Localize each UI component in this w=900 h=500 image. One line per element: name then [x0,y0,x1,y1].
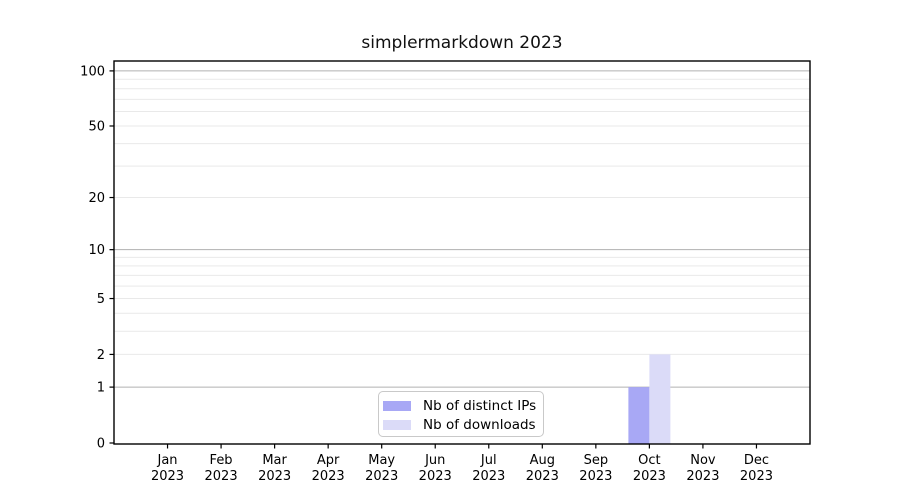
legend-item-downloads: Nb of downloads [383,416,543,434]
y-tick-label: 0 [97,437,105,452]
legend-label-downloads: Nb of downloads [423,417,536,433]
y-tick-label: 10 [88,243,105,258]
x-tick-label-month: Mar [262,453,287,468]
x-tick-label-year: 2023 [686,469,719,484]
y-tick-label: 20 [88,191,105,206]
x-tick-label-month: Feb [210,453,233,468]
y-tick-label: 1 [97,381,105,396]
y-tick-label: 2 [97,348,105,363]
y-tick-label: 100 [80,64,105,79]
x-tick-label-month: Dec [744,453,769,468]
x-tick-label-year: 2023 [258,469,291,484]
x-tick-label-year: 2023 [740,469,773,484]
y-tick-label: 5 [97,292,105,307]
plot-border [113,60,811,445]
bar-downloads [649,354,671,444]
x-tick-label-month: Jun [424,453,445,468]
chart-title: simplermarkdown 2023 [361,33,563,53]
x-tick-label-year: 2023 [365,469,398,484]
x-tick-label-month: Jan [157,453,178,468]
x-tick-label-year: 2023 [205,469,238,484]
x-tick-label-month: Jul [480,453,497,468]
x-tick-label-year: 2023 [526,469,559,484]
x-tick-label-year: 2023 [151,469,184,484]
legend: Nb of distinct IPs Nb of downloads [378,391,544,437]
x-tick-label-year: 2023 [579,469,612,484]
x-tick-label-month: Oct [638,453,660,468]
x-tick-label-year: 2023 [312,469,345,484]
legend-label-distinct-ips: Nb of distinct IPs [423,398,537,414]
x-tick-label-year: 2023 [419,469,452,484]
x-tick-label-year: 2023 [472,469,505,484]
legend-swatch-distinct-ips [383,401,411,411]
x-tick-label-month: May [368,453,395,468]
x-tick-label-month: Apr [317,453,340,468]
x-tick-label-month: Nov [690,453,716,468]
y-tick-label: 50 [88,119,105,134]
x-tick-label-month: Sep [584,453,609,468]
bar-distinct-ips [628,387,650,444]
x-tick-label-year: 2023 [633,469,666,484]
legend-swatch-downloads [383,420,411,430]
legend-item-distinct-ips: Nb of distinct IPs [383,397,543,415]
x-tick-label-month: Aug [530,453,555,468]
